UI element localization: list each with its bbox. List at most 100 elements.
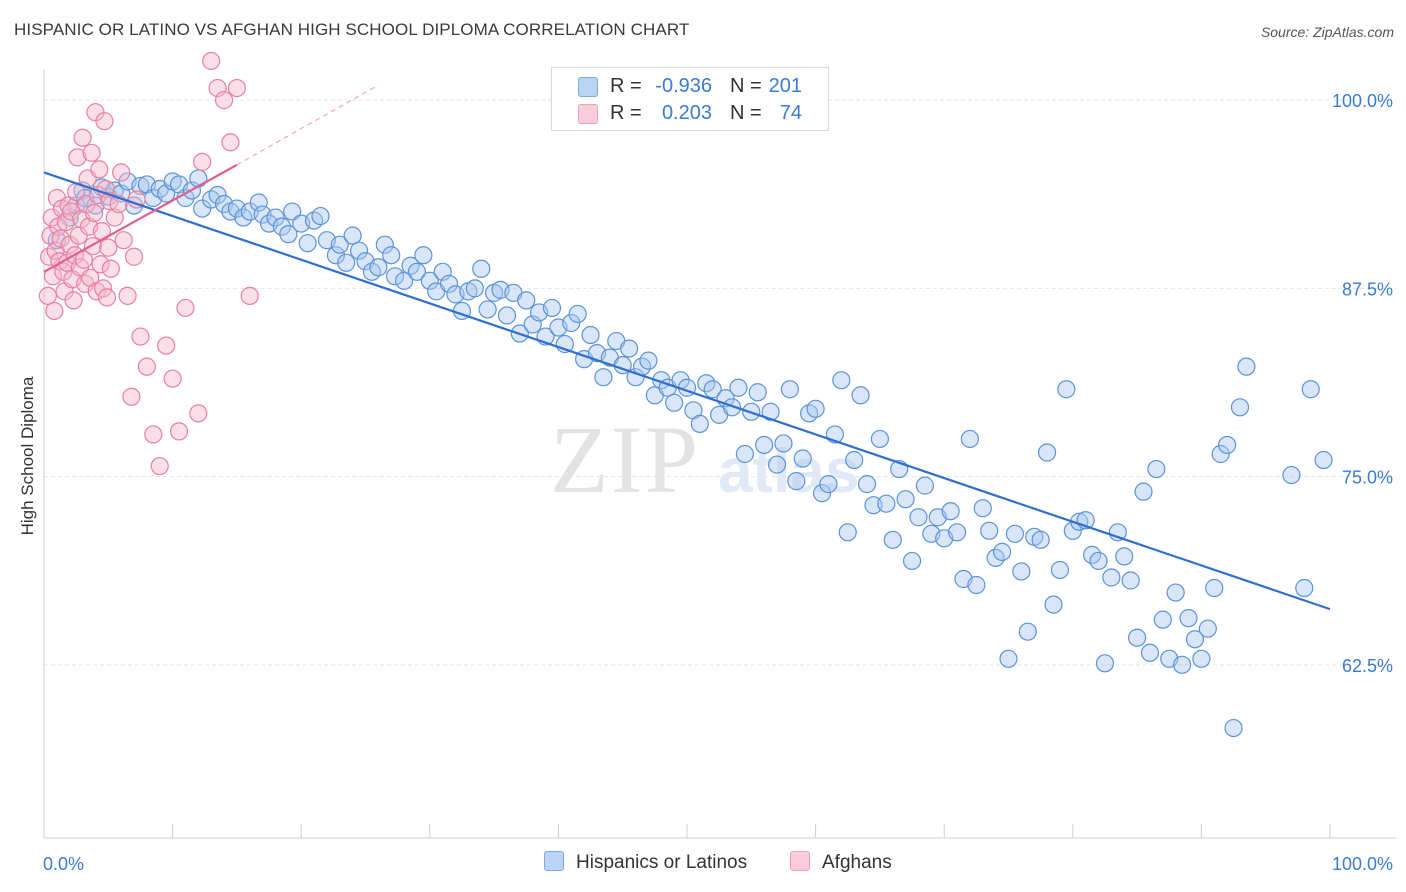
data-point-afghans (118, 286, 137, 305)
data-point-afghans (90, 160, 109, 179)
trend-line-afghans-extension (236, 84, 379, 166)
data-point-hispanics (1037, 443, 1057, 462)
data-point-afghans (101, 259, 120, 278)
data-point-hispanics (497, 306, 517, 325)
data-point-afghans (169, 422, 189, 441)
legend-label: Hispanics or Latinos (576, 852, 748, 873)
data-point-hispanics (857, 475, 877, 494)
data-point-hispanics (272, 217, 292, 236)
data-point-hispanics (902, 551, 922, 571)
data-point-hispanics (735, 444, 754, 464)
legend-r-value: -0.936 (655, 75, 712, 97)
data-point-hispanics (774, 434, 793, 453)
data-point-hispanics (980, 521, 999, 540)
data-point-afghans (74, 250, 93, 269)
correlation-legend: R = -0.936 N = 201 R = 0.203 N = 74 (551, 67, 829, 131)
data-point-afghans (91, 255, 110, 274)
data-point-afghans (105, 208, 124, 227)
data-point-hispanics (838, 523, 857, 542)
data-point-hispanics (1205, 578, 1224, 598)
data-point-afghans (157, 336, 176, 355)
data-point-hispanics (812, 484, 832, 503)
data-point-hispanics (311, 206, 330, 226)
legend-swatch-pink (790, 851, 810, 871)
data-point-hispanics (748, 383, 767, 402)
legend-swatch-blue (544, 851, 564, 871)
tick-labels: 62.5% 75.0% 87.5% 100.0% 0.0% 100.0% (43, 91, 1393, 874)
data-point-hispanics (189, 169, 208, 188)
data-point-afghans (114, 231, 133, 250)
series-hispanics-points (47, 169, 1333, 738)
data-point-afghans (127, 190, 146, 209)
data-point-hispanics (343, 226, 362, 245)
data-point-hispanics (1218, 435, 1237, 455)
data-point-hispanics (439, 274, 459, 293)
data-point-hispanics (562, 313, 581, 333)
legend-item-hispanics[interactable]: Hispanics or Latinos (544, 851, 747, 874)
legend-n-value: 74 (779, 102, 802, 124)
data-point-hispanics (1057, 380, 1076, 399)
data-point-afghans (221, 133, 240, 152)
data-point-afghans (150, 456, 169, 476)
data-point-hispanics (542, 298, 562, 318)
data-point-hispanics (465, 279, 484, 298)
data-point-hispanics (941, 502, 960, 521)
data-point-hispanics (883, 530, 902, 549)
data-point-hispanics (1012, 562, 1031, 581)
data-point-hispanics (86, 196, 105, 215)
data-point-afghans (96, 179, 115, 199)
data-point-hispanics (1102, 568, 1121, 587)
data-point-hispanics (1018, 622, 1037, 641)
data-point-afghans (99, 238, 118, 257)
legend-n-label: N = (730, 102, 762, 124)
data-point-hispanics (1140, 643, 1160, 662)
data-point-afghans (38, 286, 57, 305)
data-point-hispanics (722, 398, 742, 417)
data-point-hispanics (703, 380, 722, 399)
data-point-afghans (202, 51, 221, 71)
data-point-hispanics (349, 241, 369, 260)
data-point-hispanics (326, 246, 346, 265)
data-point-hispanics (909, 508, 928, 527)
data-point-afghans (112, 163, 131, 182)
data-point-afghans (42, 208, 61, 227)
data-point-hispanics (298, 234, 317, 253)
data-point-afghans (97, 288, 117, 307)
data-point-hispanics (1282, 465, 1301, 485)
data-point-hispanics (1237, 357, 1256, 376)
data-point-hispanics (665, 393, 684, 412)
data-point-hispanics (1134, 482, 1153, 501)
data-point-afghans (73, 128, 92, 147)
data-point-hispanics (845, 450, 864, 470)
data-point-afghans (240, 286, 259, 305)
legend-row-hispanics: R = -0.936 N = 201 (552, 74, 828, 100)
data-point-hispanics (1166, 583, 1185, 602)
data-point-hispanics (249, 193, 268, 212)
data-point-hispanics (131, 176, 150, 196)
data-point-hispanics (620, 339, 639, 358)
data-point-hispanics (478, 300, 497, 319)
y-tick-label: 62.5% (1342, 656, 1393, 676)
data-point-afghans (137, 357, 156, 376)
data-point-hispanics (414, 246, 433, 265)
data-point-hispanics (819, 475, 838, 494)
legend-swatch-blue (578, 77, 598, 97)
data-point-afghans (61, 202, 81, 221)
data-point-hispanics (755, 435, 774, 455)
legend-swatch-pink (578, 104, 598, 124)
data-point-hispanics (1044, 595, 1063, 614)
x-tick-label: 100.0% (1332, 854, 1393, 874)
data-point-hispanics (832, 371, 851, 390)
data-point-hispanics (1050, 560, 1070, 580)
x-tick-label: 0.0% (43, 854, 84, 874)
trend-lines (43, 84, 1331, 611)
data-point-hispanics (1185, 630, 1205, 649)
data-point-hispanics (337, 253, 356, 272)
data-point-hispanics (330, 235, 349, 254)
legend-n-label: N = (730, 75, 762, 97)
data-point-hispanics (407, 262, 427, 281)
data-point-hispanics (1301, 380, 1320, 399)
legend-item-afghans[interactable]: Afghans (790, 851, 892, 874)
legend-r-value: 0.203 (661, 102, 712, 124)
